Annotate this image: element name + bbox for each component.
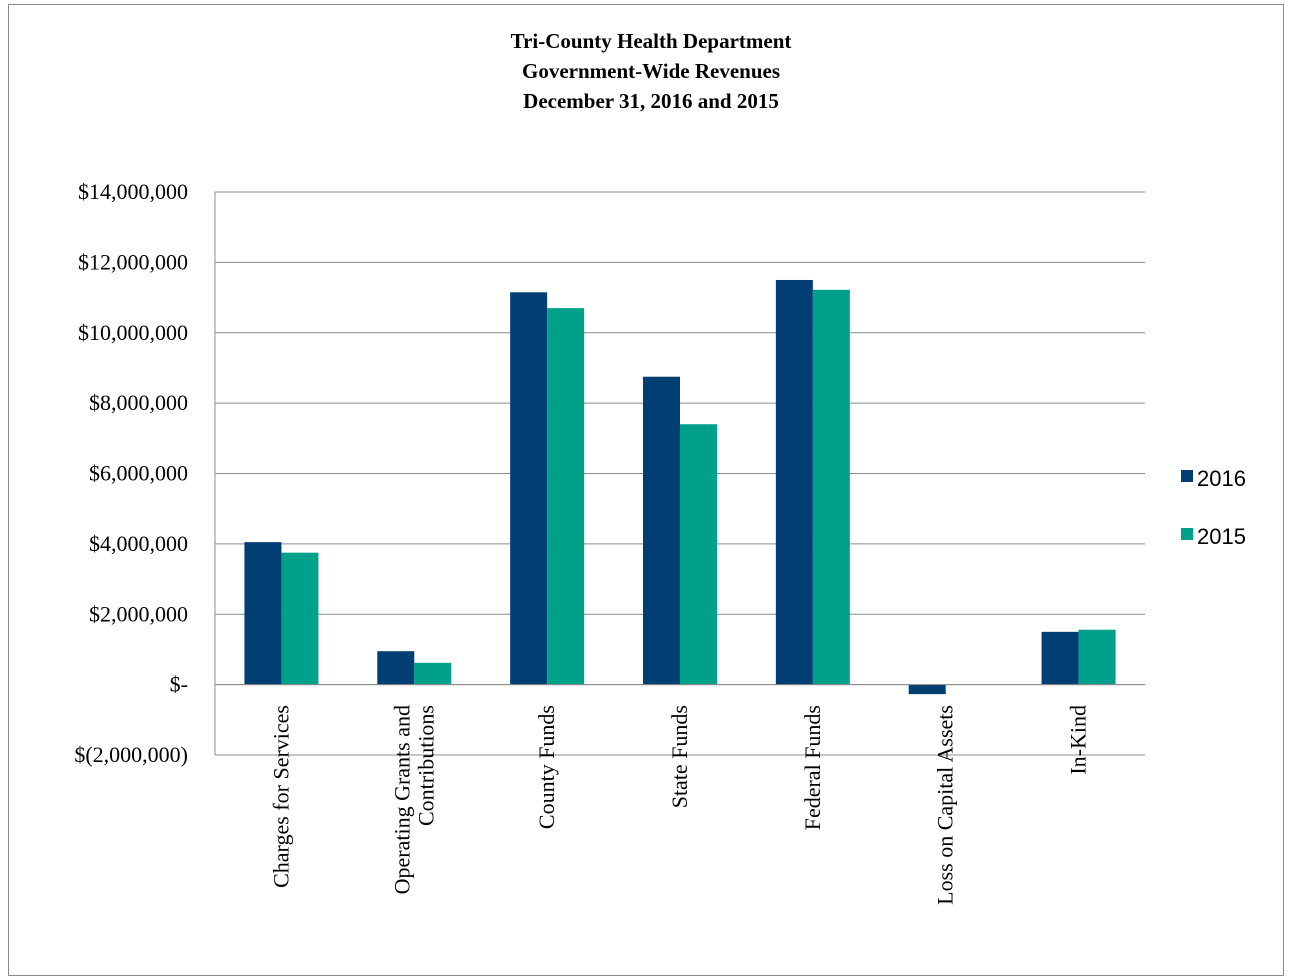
category-label: In-Kind bbox=[1066, 705, 1091, 775]
bar-2015 bbox=[812, 289, 850, 685]
y-axis-tick-labels: $14,000,000 $12,000,000 $10,000,000 $8,000,… bbox=[74, 179, 188, 767]
y-tick-label: $8,000,000 bbox=[89, 390, 188, 415]
y-tick-label: $- bbox=[170, 672, 188, 697]
y-tick-label: $4,000,000 bbox=[89, 531, 188, 556]
y-tick-label: $14,000,000 bbox=[78, 179, 188, 204]
legend-label-2016: 2016 bbox=[1197, 466, 1246, 491]
legend: 2016 2015 bbox=[1181, 466, 1246, 549]
bar-2015 bbox=[281, 552, 319, 685]
category-label: Federal Funds bbox=[800, 705, 825, 830]
bar-2015 bbox=[680, 424, 717, 685]
bar-2016 bbox=[775, 279, 813, 685]
legend-swatch-2015 bbox=[1181, 528, 1193, 540]
chart-title-line-3: December 31, 2016 and 2015 bbox=[523, 89, 779, 113]
bar-2016 bbox=[377, 651, 415, 685]
legend-swatch-2016 bbox=[1181, 470, 1193, 482]
bar-2015 bbox=[1078, 629, 1116, 685]
category-label: County Funds bbox=[534, 705, 559, 829]
y-tick-label: $6,000,000 bbox=[89, 461, 188, 486]
category-label: Operating Grants and bbox=[389, 705, 414, 894]
bar-2016 bbox=[510, 292, 548, 685]
chart-title-line-1: Tri-County Health Department bbox=[511, 29, 792, 53]
category-label: Loss on Capital Assets bbox=[933, 705, 958, 905]
category-label: State Funds bbox=[667, 705, 692, 808]
bar-2016 bbox=[908, 684, 946, 695]
bar-2016 bbox=[643, 376, 680, 685]
axes bbox=[214, 192, 1145, 755]
bar-2016 bbox=[1041, 631, 1079, 685]
category-labels: Charges for Services Operating Grants and… bbox=[268, 705, 1090, 905]
bars bbox=[244, 279, 1116, 695]
y-tick-label: $12,000,000 bbox=[78, 249, 188, 274]
legend-label-2015: 2015 bbox=[1197, 524, 1246, 549]
category-label: Charges for Services bbox=[268, 705, 293, 888]
category-label: Contributions bbox=[413, 705, 438, 826]
bar-2015 bbox=[414, 662, 452, 685]
y-tick-label: $10,000,000 bbox=[78, 320, 188, 345]
chart-title-line-2: Government-Wide Revenues bbox=[522, 59, 780, 83]
y-tick-label: $2,000,000 bbox=[89, 601, 188, 626]
bar-2016 bbox=[244, 542, 282, 685]
bar-2015 bbox=[547, 308, 585, 685]
y-tick-label: $(2,000,000) bbox=[74, 742, 188, 767]
